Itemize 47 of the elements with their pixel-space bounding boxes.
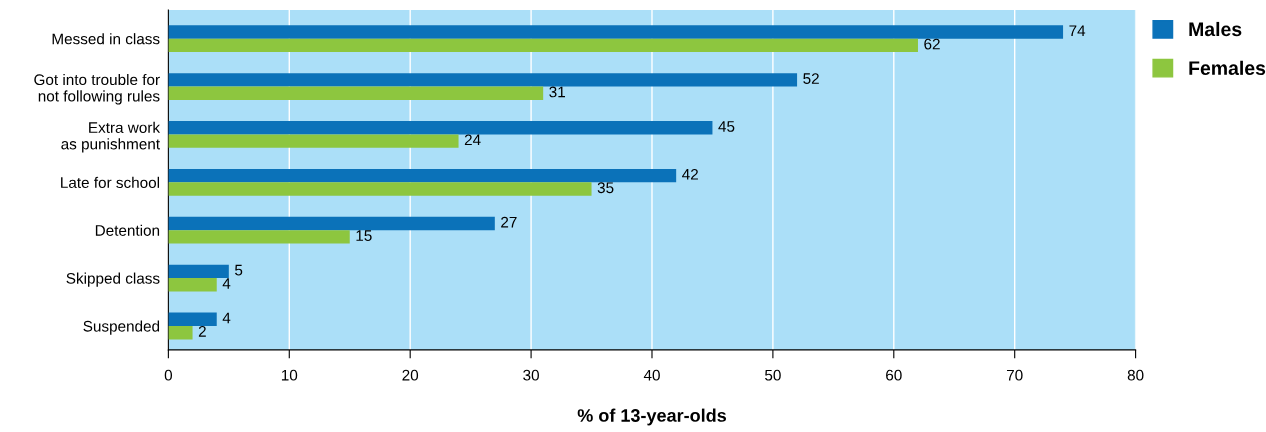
bar xyxy=(168,216,495,231)
x-tick-label: 50 xyxy=(765,369,781,381)
x-tick-label: 80 xyxy=(1127,369,1144,381)
bar xyxy=(168,121,713,135)
data-label: 52 xyxy=(803,73,819,84)
bar xyxy=(168,264,229,279)
data-label: 31 xyxy=(549,86,565,98)
bar xyxy=(168,168,677,183)
data-label: 74 xyxy=(1069,25,1086,36)
data-label: 15 xyxy=(356,230,372,242)
data-label: 62 xyxy=(924,38,940,50)
bar xyxy=(168,182,592,196)
x-tick-label: 0 xyxy=(164,369,173,381)
bar xyxy=(168,278,217,292)
bar xyxy=(168,86,544,100)
data-label: 4 xyxy=(222,312,231,324)
bar xyxy=(168,230,350,244)
y-tick-label: Suspended xyxy=(83,320,160,335)
data-label: 35 xyxy=(597,182,614,194)
x-tick-label: 40 xyxy=(643,369,660,381)
data-label: 2 xyxy=(198,325,206,337)
x-tick-label: 10 xyxy=(281,369,298,381)
x-tick-label: 30 xyxy=(523,369,539,381)
bar xyxy=(168,134,459,148)
bar xyxy=(168,312,217,326)
y-tick-label: Late for school xyxy=(61,176,160,189)
y-tick-label: Messed in class xyxy=(52,33,160,45)
y-tick-label: Detention xyxy=(95,224,160,236)
bar xyxy=(168,25,1064,39)
data-label: 42 xyxy=(682,168,698,180)
x-tick-label: 70 xyxy=(1006,369,1023,381)
x-tick-label: 20 xyxy=(402,369,419,381)
legend-label: Females xyxy=(1189,60,1266,76)
y-tick-label: Extra work as punishment xyxy=(61,121,161,153)
x-tick-label: 60 xyxy=(886,369,902,381)
y-tick-label: Skipped class xyxy=(66,272,160,287)
data-label: 27 xyxy=(501,216,517,228)
bar xyxy=(168,325,193,340)
x-axis-title: % of 13-year-olds xyxy=(577,408,727,426)
y-tick-label: Got into trouble for not following rules xyxy=(34,73,160,105)
data-label: 5 xyxy=(235,264,243,276)
data-label: 24 xyxy=(464,134,481,146)
bar xyxy=(168,38,918,53)
bar xyxy=(168,73,798,87)
legend-label: Males xyxy=(1189,21,1242,37)
data-label: 4 xyxy=(222,278,231,289)
data-label: 45 xyxy=(718,121,735,132)
